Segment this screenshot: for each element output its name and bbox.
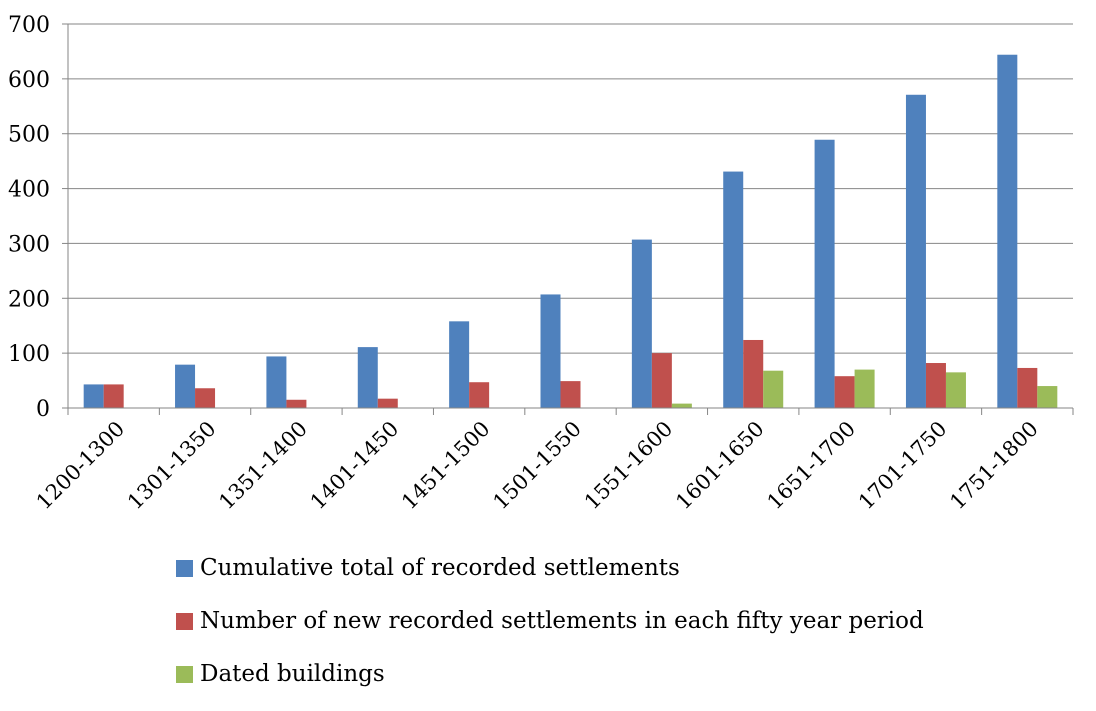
bar <box>763 370 784 408</box>
x-tick-label: 1701-1750 <box>854 417 952 515</box>
bar <box>905 94 926 408</box>
bar <box>286 399 307 408</box>
bars <box>83 54 1058 408</box>
bar <box>540 294 561 408</box>
x-tick-label: 1601-1650 <box>671 417 769 515</box>
x-tick-label: 1200-1300 <box>32 417 130 515</box>
y-tick-label: 200 <box>8 287 50 312</box>
bar <box>814 139 835 408</box>
x-tick-label: 1501-1550 <box>488 417 586 515</box>
y-tick-label: 500 <box>8 123 50 148</box>
legend-swatch <box>176 613 193 630</box>
legend-swatch <box>176 560 193 577</box>
bar <box>925 363 946 408</box>
gridlines <box>68 23 1073 354</box>
y-tick-label: 0 <box>36 397 50 422</box>
bar <box>83 384 104 408</box>
bar <box>1017 367 1038 408</box>
bar <box>469 382 490 408</box>
x-tick-label: 1751-1800 <box>945 417 1043 515</box>
legend-swatch <box>176 666 193 683</box>
y-tick-label: 300 <box>8 232 50 257</box>
bar <box>945 372 966 408</box>
bar <box>651 353 672 408</box>
y-tick-label: 100 <box>8 342 50 367</box>
y-tick-labels: 0 100 200 300 400 500 600 700 <box>8 13 50 422</box>
y-tick-label: 400 <box>8 178 50 203</box>
bar <box>449 321 470 408</box>
bar <box>377 398 398 408</box>
y-tick-label: 700 <box>8 13 50 38</box>
legend-label: Dated buildings <box>200 661 385 687</box>
bar <box>631 239 652 408</box>
bar <box>723 171 744 408</box>
bar <box>175 364 196 408</box>
legend-label: Cumulative total of recorded settlements <box>200 555 680 581</box>
x-tick-label: 1401-1450 <box>306 417 404 515</box>
bar <box>854 369 875 408</box>
bar <box>195 388 216 408</box>
bar <box>743 339 764 408</box>
bar <box>103 384 124 408</box>
x-tick-label: 1651-1700 <box>763 417 861 515</box>
bar <box>560 381 581 408</box>
bar <box>266 356 287 408</box>
y-tick-label: 600 <box>8 68 50 93</box>
bar <box>671 403 692 408</box>
axes <box>62 23 1074 415</box>
x-tick-label: 1301-1350 <box>123 417 221 515</box>
x-tick-label: 1551-1600 <box>580 417 678 515</box>
legend-label: Number of new recorded settlements in ea… <box>200 608 924 634</box>
bar <box>357 347 378 408</box>
x-tick-label: 1451-1500 <box>397 417 495 515</box>
bar <box>997 54 1018 408</box>
x-tick-labels: 1200-13001301-13501351-14001401-14501451… <box>32 417 1043 515</box>
bar <box>1037 386 1058 408</box>
bar <box>834 376 855 408</box>
x-tick-label: 1351-1400 <box>214 417 312 515</box>
